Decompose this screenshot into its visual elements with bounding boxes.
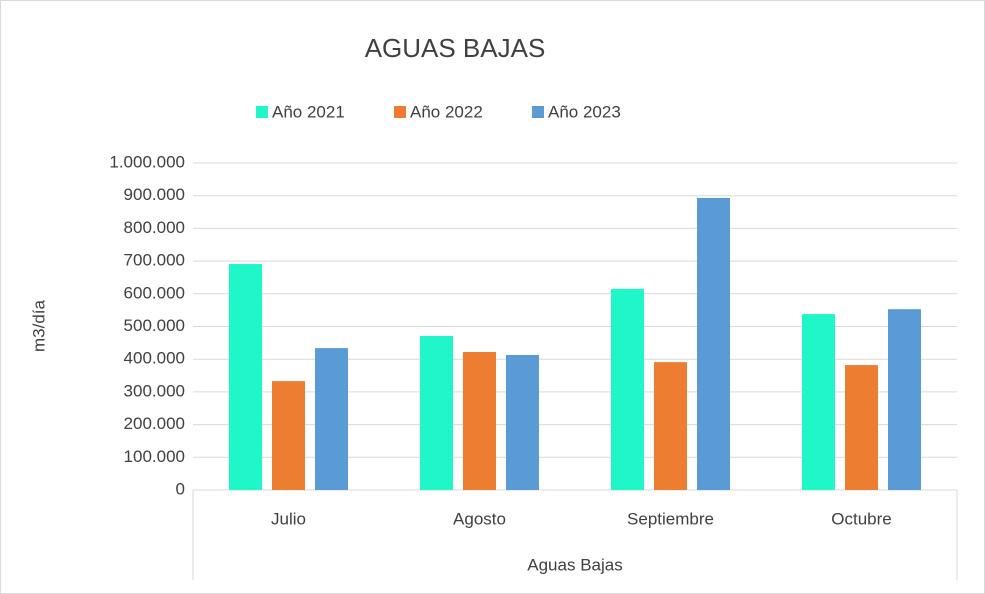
y-tick-label: 100.000 — [124, 447, 185, 466]
legend-swatch — [256, 106, 268, 118]
chart-title: AGUAS BAJAS — [365, 33, 546, 63]
y-tick-label: 0 — [176, 479, 185, 498]
bar — [654, 362, 687, 490]
y-tick-label: 500.000 — [124, 316, 185, 335]
y-axis-label: m3/día — [29, 299, 48, 352]
y-tick-label: 200.000 — [124, 414, 185, 433]
bar — [697, 197, 730, 490]
legend-label: Año 2022 — [410, 102, 483, 121]
bar — [229, 264, 262, 490]
legend-label: Año 2023 — [548, 102, 621, 121]
y-tick-label: 700.000 — [124, 251, 185, 270]
y-tick-label: 900.000 — [124, 185, 185, 204]
y-tick-label: 300.000 — [124, 381, 185, 400]
bar — [315, 348, 348, 490]
y-tick-label: 800.000 — [124, 218, 185, 237]
legend-label: Año 2021 — [272, 102, 345, 121]
legend-swatch — [532, 106, 544, 118]
bar — [802, 314, 835, 490]
bar — [506, 354, 539, 490]
x-tick-label: Octubre — [831, 509, 891, 528]
legend-swatch — [394, 106, 406, 118]
x-axis-label: Aguas Bajas — [527, 555, 622, 574]
bar — [845, 365, 878, 490]
x-tick-label: Julio — [271, 509, 306, 528]
bar — [611, 288, 644, 490]
x-tick-label: Septiembre — [627, 509, 714, 528]
y-tick-label: 400.000 — [124, 349, 185, 368]
bar — [888, 309, 921, 490]
x-tick-label: Agosto — [453, 509, 506, 528]
y-tick-label: 1.000.000 — [109, 152, 185, 171]
bar — [272, 381, 305, 490]
bar — [463, 352, 496, 490]
bar — [420, 335, 453, 490]
y-tick-label: 600.000 — [124, 283, 185, 302]
